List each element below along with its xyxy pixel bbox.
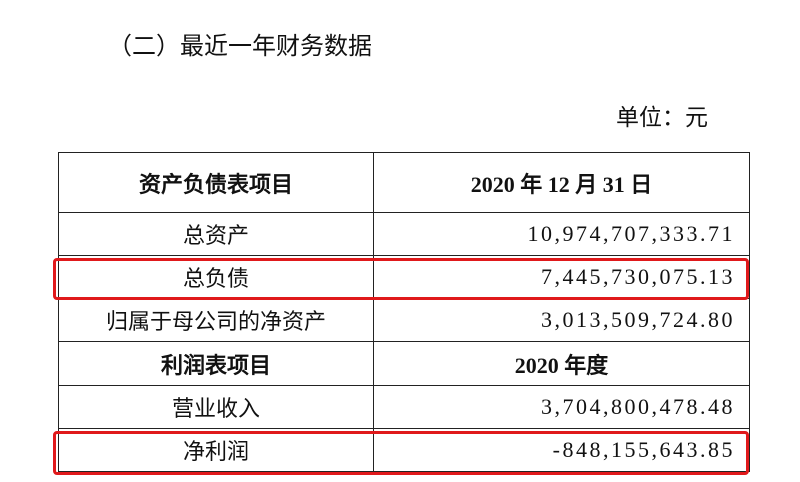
header-cell: 2020 年 12 月 31 日 xyxy=(373,152,750,213)
data-row: 净利润 -848,155,643.85 xyxy=(58,428,750,472)
data-row: 总负债 7,445,730,075.13 xyxy=(58,255,750,299)
item-cell: 净利润 xyxy=(58,428,374,472)
data-row: 总资产 10,974,707,333.71 xyxy=(58,212,750,256)
amount-cell: -848,155,643.85 xyxy=(373,428,750,472)
highlight-box xyxy=(53,431,749,475)
amount-cell: 7,445,730,075.13 xyxy=(373,255,750,299)
highlight-box xyxy=(53,258,749,300)
section-header-row: 资产负债表项目 2020 年 12 月 31 日 xyxy=(58,152,750,213)
item-cell: 营业收入 xyxy=(58,385,374,429)
amount-cell: 10,974,707,333.71 xyxy=(373,212,750,256)
unit-note: 单位：元 xyxy=(616,105,708,130)
item-cell: 总负债 xyxy=(58,255,374,299)
section-header-row: 利润表项目 2020 年度 xyxy=(58,341,750,386)
financial-table: 资产负债表项目 2020 年 12 月 31 日总资产 10,974,707,333… xyxy=(58,152,750,472)
heading: （二）最近一年财务数据 xyxy=(108,34,372,60)
item-cell: 归属于母公司的净资产 xyxy=(58,298,374,342)
header-cell: 2020 年度 xyxy=(373,341,750,386)
header-cell: 利润表项目 xyxy=(58,341,374,386)
data-row: 营业收入 3,704,800,478.48 xyxy=(58,385,750,429)
header-cell: 资产负债表项目 xyxy=(58,152,374,213)
amount-cell: 3,013,509,724.80 xyxy=(373,298,750,342)
item-cell: 总资产 xyxy=(58,212,374,256)
data-row: 归属于母公司的净资产 3,013,509,724.80 xyxy=(58,298,750,342)
amount-cell: 3,704,800,478.48 xyxy=(373,385,750,429)
